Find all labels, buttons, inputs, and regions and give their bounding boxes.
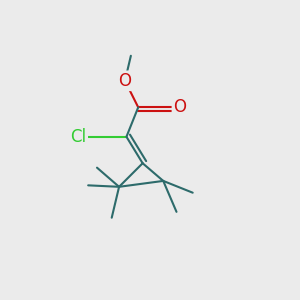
Text: Cl: Cl (70, 128, 87, 146)
Text: O: O (173, 98, 186, 116)
Text: O: O (118, 72, 131, 90)
